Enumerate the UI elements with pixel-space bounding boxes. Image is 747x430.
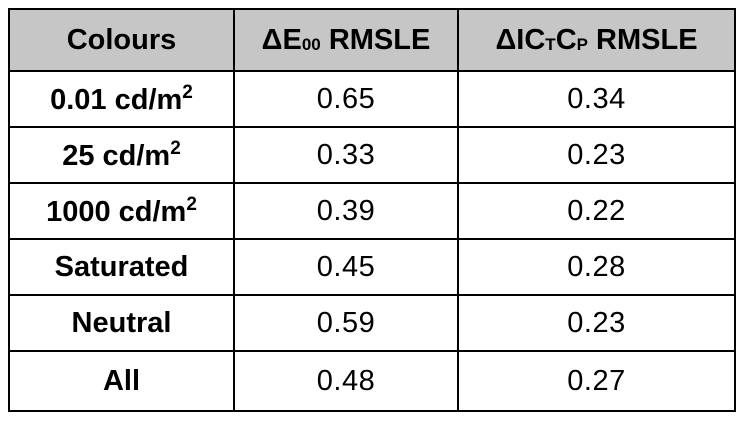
delta-e00-value: 0.33 bbox=[233, 126, 459, 184]
table-row: Neutral 0.59 0.23 bbox=[8, 294, 736, 352]
row-label: Neutral bbox=[71, 306, 172, 339]
header-delta-e00-suffix: RMSLE bbox=[320, 23, 431, 56]
row-label: 0.01 cd/m bbox=[50, 84, 183, 116]
delta-e00-value: 0.59 bbox=[233, 294, 459, 352]
row-label: 1000 cd/m bbox=[46, 196, 187, 228]
delta-ictcp-value: 0.23 bbox=[457, 294, 736, 352]
table-body: 0.01 cd/m2 0.65 0.34 25 cd/m2 0.33 0.23 … bbox=[8, 70, 736, 412]
delta-e00-value: 0.39 bbox=[233, 182, 459, 240]
row-label: 25 cd/m bbox=[62, 140, 171, 172]
row-label-cell: 25 cd/m2 bbox=[8, 126, 235, 184]
delta-e00-value: 0.48 bbox=[233, 350, 459, 412]
table-row: 25 cd/m2 0.33 0.23 bbox=[8, 126, 736, 184]
table-row: All 0.48 0.27 bbox=[8, 350, 736, 412]
row-label-superscript: 2 bbox=[170, 138, 181, 159]
header-row: Colours ΔE00 RMSLE ΔICTCP RMSLE bbox=[8, 8, 736, 72]
results-table: Colours ΔE00 RMSLE ΔICTCP RMSLE 0.01 cd/… bbox=[8, 8, 736, 412]
header-ictcp-part-b: C bbox=[555, 23, 577, 56]
row-label-superscript: 2 bbox=[182, 82, 193, 103]
row-label-cell: 1000 cd/m2 bbox=[8, 182, 235, 240]
delta-ictcp-value: 0.28 bbox=[457, 238, 736, 296]
delta-ictcp-value: 0.34 bbox=[457, 70, 736, 128]
row-label-cell: Neutral bbox=[8, 294, 235, 352]
header-colours: Colours bbox=[8, 8, 235, 72]
row-label-superscript: 2 bbox=[186, 194, 197, 215]
row-label-cell: All bbox=[8, 350, 235, 412]
row-label: All bbox=[102, 364, 141, 397]
table-row: 0.01 cd/m2 0.65 0.34 bbox=[8, 70, 736, 128]
delta-ictcp-value: 0.23 bbox=[457, 126, 736, 184]
header-ictcp-subscript-p: P bbox=[576, 34, 588, 54]
table-row: Saturated 0.45 0.28 bbox=[8, 238, 736, 296]
delta-e00-value: 0.45 bbox=[233, 238, 459, 296]
header-delta-ictcp-rmsle: ΔICTCP RMSLE bbox=[457, 8, 736, 72]
header-ictcp-part-a: ΔIC bbox=[495, 23, 546, 56]
header-ictcp-suffix: RMSLE bbox=[587, 23, 698, 56]
delta-e00-value: 0.65 bbox=[233, 70, 459, 128]
delta-ictcp-value: 0.27 bbox=[457, 350, 736, 412]
header-delta-e00-prefix: ΔE bbox=[261, 23, 302, 56]
row-label-cell: 0.01 cd/m2 bbox=[8, 70, 235, 128]
table-row: 1000 cd/m2 0.39 0.22 bbox=[8, 182, 736, 240]
header-delta-e00-subscript: 00 bbox=[301, 34, 321, 54]
header-delta-e00-rmsle: ΔE00 RMSLE bbox=[233, 8, 459, 72]
delta-ictcp-value: 0.22 bbox=[457, 182, 736, 240]
header-ictcp-subscript-t: T bbox=[545, 34, 556, 54]
row-label: Saturated bbox=[54, 250, 189, 283]
header-colours-label: Colours bbox=[66, 23, 177, 56]
table-header: Colours ΔE00 RMSLE ΔICTCP RMSLE bbox=[8, 8, 736, 72]
row-label-cell: Saturated bbox=[8, 238, 235, 296]
